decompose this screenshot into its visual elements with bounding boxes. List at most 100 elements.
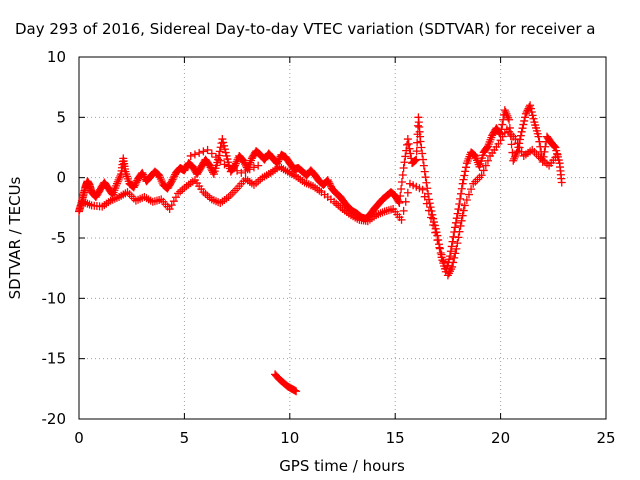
data-point	[201, 189, 210, 198]
data-point	[422, 199, 431, 208]
data-point	[450, 253, 459, 262]
data-point	[510, 154, 519, 163]
data-point	[447, 265, 456, 274]
data-point	[402, 146, 411, 155]
data-point	[104, 198, 113, 207]
data-point	[403, 188, 412, 197]
data-point	[336, 203, 345, 212]
data-point	[155, 195, 164, 204]
data-point	[416, 132, 425, 141]
data-point	[505, 123, 514, 132]
data-point	[376, 198, 385, 207]
data-point	[353, 214, 362, 223]
data-point	[526, 104, 535, 113]
x-tick-label: 10	[280, 429, 299, 447]
data-point	[112, 193, 121, 202]
data-point	[95, 202, 104, 211]
data-point	[166, 180, 175, 189]
data-point	[155, 173, 164, 182]
data-point	[152, 169, 161, 178]
data-point	[451, 218, 460, 227]
data-point	[186, 160, 195, 169]
data-point	[435, 244, 444, 253]
data-point	[451, 223, 460, 232]
data-point	[131, 179, 140, 188]
data-point	[170, 172, 179, 181]
data-point	[533, 129, 542, 138]
data-point	[452, 244, 461, 253]
data-point	[420, 192, 429, 201]
data-point	[456, 221, 465, 230]
data-point	[306, 181, 315, 190]
data-point	[459, 206, 468, 215]
data-point	[419, 155, 428, 164]
data-point	[420, 167, 429, 176]
data-point	[342, 200, 351, 209]
data-point	[252, 179, 261, 188]
data-point	[459, 175, 468, 184]
data-point	[203, 145, 212, 154]
data-point	[247, 156, 256, 165]
data-point	[526, 101, 535, 110]
data-point	[237, 168, 246, 177]
data-point	[329, 186, 338, 195]
data-point	[421, 173, 430, 182]
data-point	[174, 189, 183, 198]
data-point	[171, 193, 180, 202]
data-point	[397, 178, 406, 187]
data-point	[403, 135, 412, 144]
data-point	[290, 171, 299, 180]
data-point	[417, 143, 426, 152]
data-point	[549, 141, 558, 150]
data-point	[120, 164, 129, 173]
data-point	[452, 214, 461, 223]
data-point	[518, 124, 527, 133]
data-point	[451, 249, 460, 258]
data-point	[487, 133, 496, 142]
y-tick-label: 5	[56, 108, 66, 126]
data-point	[521, 113, 530, 122]
data-point	[399, 206, 408, 215]
data-point	[458, 211, 467, 220]
data-point	[218, 135, 227, 144]
data-point	[220, 145, 229, 154]
data-point	[436, 248, 445, 257]
data-point	[112, 181, 121, 190]
data-point	[400, 158, 409, 167]
data-point	[473, 175, 482, 184]
data-point	[504, 113, 513, 122]
data-point	[395, 213, 404, 222]
axis-ticks: 0 5 10 15 20 25 -20 -15 -10 -5 0 5 10	[42, 48, 616, 447]
data-point	[481, 161, 490, 170]
data-point	[406, 149, 415, 158]
data-point	[523, 106, 532, 115]
data-point	[415, 184, 424, 193]
data-point	[453, 209, 462, 218]
data-point	[393, 196, 402, 205]
data-point	[424, 195, 433, 204]
data-point	[439, 257, 448, 266]
y-tick-label: -5	[51, 229, 66, 247]
data-point	[386, 205, 395, 214]
data-point	[457, 184, 466, 193]
data-point	[521, 109, 530, 118]
data-point	[115, 173, 124, 182]
data-point	[215, 147, 224, 156]
data-point	[456, 189, 465, 198]
data-point	[78, 193, 87, 202]
data-point	[222, 194, 231, 203]
data-point	[116, 171, 125, 180]
data-point	[419, 161, 428, 170]
data-point	[509, 132, 518, 141]
data-point	[412, 147, 421, 156]
data-point	[500, 129, 509, 138]
data-point	[478, 151, 487, 160]
data-point	[513, 139, 522, 148]
data-point	[501, 108, 510, 117]
data-point	[455, 227, 464, 236]
data-point	[468, 149, 477, 158]
data-point	[188, 177, 197, 186]
data-point	[221, 148, 230, 157]
data-point	[519, 120, 528, 129]
data-points	[75, 101, 566, 396]
